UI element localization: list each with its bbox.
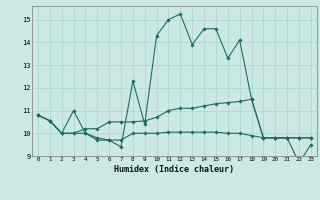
X-axis label: Humidex (Indice chaleur): Humidex (Indice chaleur)	[115, 165, 234, 174]
